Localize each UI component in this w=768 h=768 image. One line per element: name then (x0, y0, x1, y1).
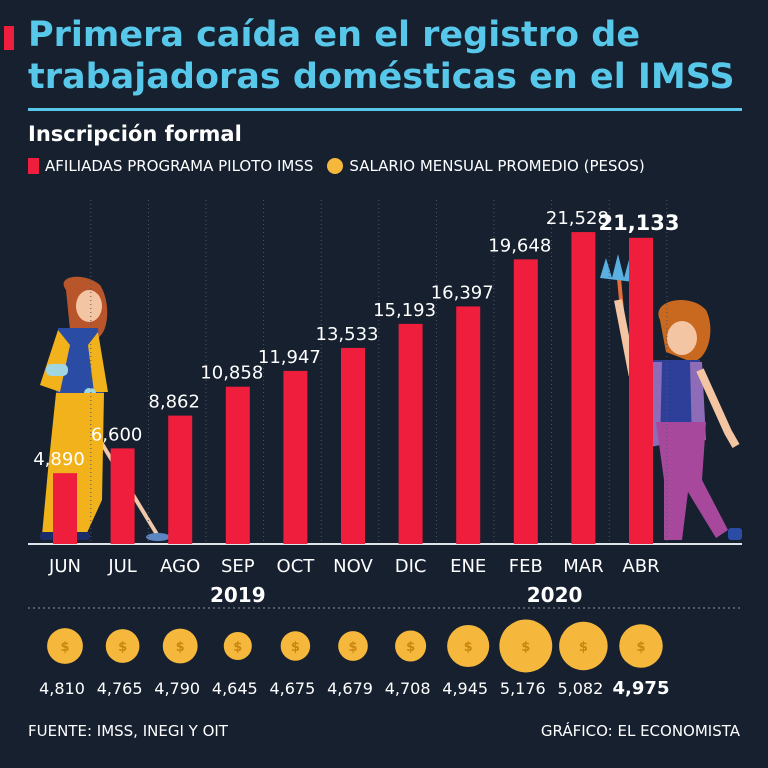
coin-sep (223, 631, 252, 661)
x-tick-label: ABR (622, 556, 659, 577)
bar-value-label: 6,600 (91, 424, 143, 445)
legend-bar-swatch (28, 158, 39, 174)
coin-symbol: $ (521, 640, 530, 655)
title-accent-bar (4, 26, 14, 50)
salary-value-label: 4,645 (212, 679, 258, 698)
coin-symbol: $ (348, 640, 357, 655)
salary-value-label: 4,675 (269, 679, 315, 698)
x-tick-label: FEB (509, 556, 543, 577)
source-note: FUENTE: IMSS, INEGI Y OIT (28, 722, 228, 740)
coin-symbol: $ (118, 640, 127, 655)
legend-series2-label: SALARIO MENSUAL PROMEDIO (PESOS) (349, 157, 645, 175)
coin-symbol: $ (636, 640, 645, 655)
coin-jul (105, 629, 140, 663)
salary-value-label: 4,975 (613, 678, 670, 699)
coin-abr (619, 624, 663, 668)
year-label: 2019 (210, 583, 266, 607)
bar-value-label: 10,858 (200, 363, 263, 384)
bar-nov (341, 347, 365, 544)
salary-value-label: 5,082 (557, 679, 603, 698)
coin-symbol: $ (291, 640, 300, 655)
title-rule (28, 108, 742, 111)
coin-feb (499, 619, 553, 673)
bar-value-label: 21,528 (546, 208, 609, 229)
salary-value-label: 4,708 (385, 679, 431, 698)
bar-value-label: 8,862 (148, 392, 200, 413)
x-tick-label: JUN (48, 556, 81, 577)
bar-ago (168, 415, 193, 544)
salary-value-label: 4,765 (97, 679, 143, 698)
bar-value-label: 4,890 (33, 449, 85, 470)
salary-value-label: 4,790 (154, 679, 200, 698)
year-label: 2020 (527, 583, 583, 607)
chart-subtitle: Inscripción formal (28, 122, 242, 146)
bar-oct (283, 370, 308, 544)
woman-dusting-illustration (600, 254, 742, 540)
legend: AFILIADAS PROGRAMA PILOTO IMSS SALARIO M… (28, 157, 645, 175)
coin-nov (338, 631, 368, 661)
bar-dic (398, 323, 423, 544)
woman-mopping-illustration (40, 276, 170, 541)
bar-feb (513, 259, 538, 544)
coin-symbol: $ (233, 640, 242, 655)
salary-value-label: 5,176 (500, 679, 546, 698)
salary-value-label: 4,945 (442, 679, 488, 698)
credit-note: GRÁFICO: EL ECONOMISTA (540, 722, 740, 740)
coin-symbol: $ (176, 640, 185, 655)
coin-jun (47, 628, 83, 664)
salary-value-label: 4,810 (39, 679, 85, 698)
legend-coin-swatch (327, 158, 344, 174)
coin-ago (162, 628, 198, 664)
bar-value-label: 15,193 (373, 300, 436, 321)
coin-symbol: $ (60, 640, 69, 655)
bar-value-label: 11,947 (258, 347, 321, 368)
bar-value-label: 13,533 (316, 324, 379, 345)
bar-mar (571, 232, 596, 545)
coin-symbol: $ (579, 640, 588, 655)
x-tick-label: JUL (107, 556, 137, 577)
coin-ene (447, 624, 490, 668)
coin-mar (559, 621, 608, 671)
x-tick-label: OCT (277, 556, 316, 577)
x-tick-label: SEP (221, 556, 255, 577)
chart-title: Primera caída en el registro de trabajad… (28, 15, 735, 97)
coin-dic (395, 630, 427, 662)
legend-series1-label: AFILIADAS PROGRAMA PILOTO IMSS (45, 157, 314, 175)
x-tick-label: DIC (395, 556, 427, 577)
bar-ene (456, 306, 481, 544)
x-tick-label: AGO (160, 556, 200, 577)
bar-sep (225, 386, 250, 544)
bar-value-label: 19,648 (488, 235, 551, 256)
bar-value-label: 16,397 (431, 282, 494, 303)
x-tick-label: MAR (563, 556, 603, 577)
coin-symbol: $ (406, 640, 415, 655)
coin-symbol: $ (464, 640, 473, 655)
salary-value-label: 4,679 (327, 679, 373, 698)
bar-value-label: 21,133 (598, 211, 679, 235)
bar-abr (629, 237, 653, 544)
coin-oct (280, 631, 311, 661)
bar-jun (53, 473, 77, 544)
bar-jul (110, 448, 135, 544)
x-tick-label: NOV (333, 556, 373, 577)
x-tick-label: ENE (450, 556, 486, 577)
